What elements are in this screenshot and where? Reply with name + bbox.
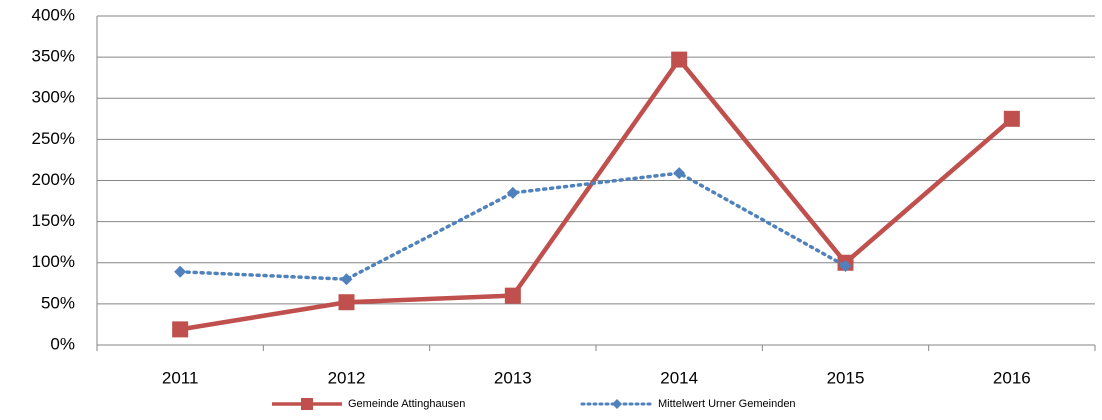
y-tick-label: 150% [32, 211, 75, 230]
x-tick-label: 2012 [328, 368, 366, 387]
marker [172, 321, 189, 338]
legend-label: Gemeinde Attinghausen [348, 398, 465, 410]
marker [504, 287, 521, 304]
marker [1003, 110, 1020, 127]
series-line [179, 55, 1014, 332]
x-tick-label: 2014 [660, 368, 698, 387]
y-tick-label: 0% [50, 334, 75, 353]
marker [673, 167, 686, 180]
y-tick-label: 50% [41, 293, 75, 312]
x-tick-label: 2011 [162, 368, 199, 387]
y-tick-label: 400% [32, 5, 75, 24]
x-tick-label: 2015 [827, 368, 865, 387]
x-tick-label: 2016 [993, 368, 1031, 387]
marker [340, 273, 353, 286]
series-line [178, 171, 848, 281]
y-tick-label: 350% [32, 47, 75, 66]
marker [671, 51, 688, 68]
y-tick-label: 250% [32, 129, 75, 148]
marker [612, 399, 622, 409]
y-tick-label: 300% [32, 88, 75, 107]
legend-label: Mittelwert Urner Gemeinden [658, 398, 796, 410]
y-tick-label: 100% [32, 252, 75, 271]
y-tick-label: 200% [32, 170, 75, 189]
marker [506, 186, 519, 199]
marker [839, 260, 852, 273]
marker [338, 294, 355, 311]
marker [174, 265, 187, 278]
marker [301, 398, 313, 410]
x-tick-label: 2013 [494, 368, 532, 387]
